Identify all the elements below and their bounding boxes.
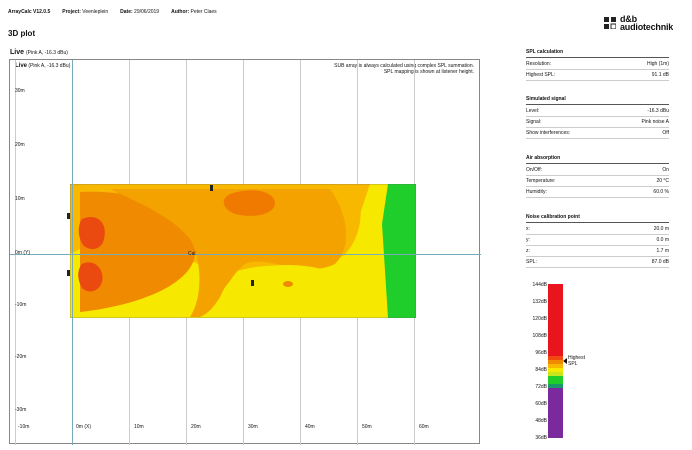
author-info: Author: Peter Claes (171, 9, 217, 15)
page-title: 3D plot (8, 29, 36, 38)
panel-row: Highest SPL: 91.1 dB (526, 70, 669, 81)
speaker-icon (67, 270, 70, 276)
spl-calculation-panel: SPL calculation Resolution: High (1m) Hig… (526, 49, 669, 81)
y-tick: -10m (15, 302, 27, 308)
logo-grid-icon (604, 17, 616, 29)
db-logo: d&b audiotechnik (604, 14, 674, 32)
scale-label: 36dB (535, 435, 547, 441)
simulated-signal-panel: Simulated signal Level: -16.3 dBu Signal:… (526, 96, 669, 139)
y-tick: -30m (15, 407, 27, 413)
plot-inner-label: Live (Pink A, -16.3 dBu) (15, 63, 71, 69)
y-tick: 10m (15, 196, 25, 202)
y-tick: -20m (15, 354, 27, 360)
panel-row: Signal: Pink noise A (526, 117, 669, 128)
panel-title: Simulated signal (526, 96, 669, 105)
logo-line2: audiotechnik (620, 22, 674, 32)
panel-row: Resolution: High (1m) (526, 59, 669, 70)
marker-arrow-icon (563, 358, 567, 364)
panel-title: SPL calculation (526, 49, 669, 58)
x-tick: 20m (191, 424, 201, 430)
panel-row: x: 20.0 m (526, 224, 669, 235)
panel-title: Air absorption (526, 155, 669, 164)
report-header: ArrayCalc V12.0.5 Project: Veenleplein D… (8, 9, 217, 15)
panel-title: Noise calibration point (526, 214, 669, 223)
plot-notes: SUB array is always calculated using com… (334, 63, 474, 75)
panel-row: Level: -16.3 dBu (526, 106, 669, 117)
scale-label: 60dB (535, 401, 547, 407)
speaker-icon (210, 185, 213, 191)
x-tick: 10m (134, 424, 144, 430)
scale-label: 144dB (532, 282, 547, 288)
x-tick: -10m (18, 424, 30, 430)
panel-row: Temperature: 20 °C (526, 176, 669, 187)
x-tick: 30m (248, 424, 258, 430)
speaker-icon (67, 213, 70, 219)
project-info: Project: Veenleplein (62, 9, 109, 15)
panel-row: Humidity: 60.0 % (526, 187, 669, 198)
spl-heatmap (70, 184, 416, 318)
app-version: ArrayCalc V12.0.5 (8, 9, 51, 15)
scale-label: 96dB (535, 350, 547, 356)
panel-row: z: 1.7 m (526, 246, 669, 257)
date-info: Date: 29/06/2019 (120, 9, 160, 15)
spl-plot[interactable]: Live (Pink A, -16.3 dBu) SUB array is al… (9, 59, 481, 445)
x-tick: 60m (419, 424, 429, 430)
panel-row: y: 0.0 m (526, 235, 669, 246)
plot-label: Live (Pink A, -16.3 dBu) (10, 49, 68, 56)
logo-line1: d&b (620, 14, 637, 24)
scale-label: 84dB (535, 367, 547, 373)
y-tick: 30m (15, 88, 25, 94)
scale-label: 108dB (532, 333, 547, 339)
scale-label: 72dB (535, 384, 547, 390)
air-absorption-panel: Air absorption On/Off: On Temperature: 20 … (526, 155, 669, 198)
panel-row: Show interferences: Off (526, 128, 669, 139)
scale-label: 132dB (532, 299, 547, 305)
scale-label: 48dB (535, 418, 547, 424)
x-tick: 40m (305, 424, 315, 430)
x-tick: 0m (X) (76, 424, 91, 430)
speaker-icon (251, 280, 254, 286)
panel-row: On/Off: On (526, 165, 669, 176)
noise-calibration-panel: Noise calibration point x: 20.0 m y: 0.0 m… (526, 214, 669, 268)
y-tick: 20m (15, 142, 25, 148)
scale-label: 120dB (532, 316, 547, 322)
highest-spl-marker: Highest SPL (563, 355, 585, 367)
calibration-point-label: Cal (188, 251, 196, 257)
y-tick: 0m (Y) (15, 250, 30, 256)
x-tick: 50m (362, 424, 372, 430)
panel-row: SPL: 87.0 dB (526, 257, 669, 268)
